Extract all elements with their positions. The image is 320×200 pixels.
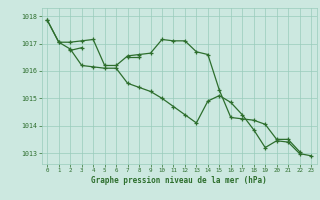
X-axis label: Graphe pression niveau de la mer (hPa): Graphe pression niveau de la mer (hPa) bbox=[91, 176, 267, 185]
